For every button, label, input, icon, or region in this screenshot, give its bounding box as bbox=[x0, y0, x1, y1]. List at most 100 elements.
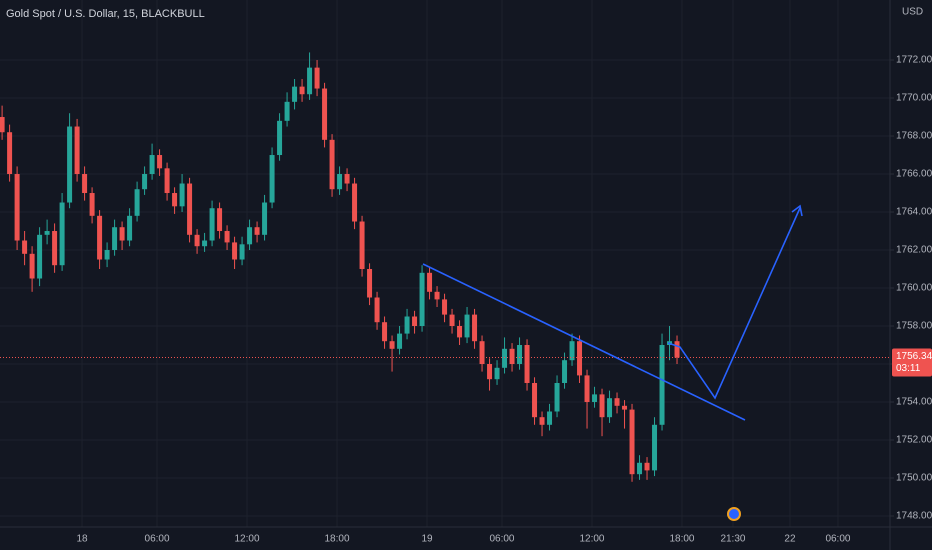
candle-body bbox=[232, 242, 238, 260]
candle-body bbox=[412, 316, 418, 327]
candle-body bbox=[224, 231, 230, 243]
candle-body bbox=[344, 174, 350, 184]
candle-body bbox=[112, 227, 118, 251]
y-tick-label: 1750.00 bbox=[896, 473, 932, 484]
x-tick-label: 12:00 bbox=[235, 534, 260, 545]
y-tick-label: 1760.00 bbox=[896, 283, 932, 294]
candle-body bbox=[179, 183, 185, 207]
candle-body bbox=[239, 244, 245, 260]
candle-body bbox=[419, 272, 425, 327]
candle-body bbox=[157, 155, 163, 169]
y-tick-label: 1770.00 bbox=[896, 93, 932, 104]
x-tick-label: 22 bbox=[784, 534, 796, 545]
candle-body bbox=[659, 345, 665, 425]
candle-body bbox=[359, 221, 365, 270]
candle-body bbox=[539, 417, 545, 425]
candle-body bbox=[442, 299, 448, 315]
candle-body bbox=[0, 117, 5, 133]
trend-line bbox=[422, 263, 746, 421]
candle-body bbox=[292, 86, 298, 102]
candle-body bbox=[449, 314, 455, 327]
candle-body bbox=[502, 348, 508, 368]
x-tick-label: 06:00 bbox=[145, 534, 170, 545]
candle-body bbox=[464, 314, 470, 338]
candle-body bbox=[202, 240, 208, 247]
candle-body bbox=[269, 155, 275, 203]
candle-body bbox=[29, 253, 35, 279]
candle-body bbox=[119, 227, 125, 241]
candles bbox=[0, 52, 890, 482]
price-tag-value: 1756.34 bbox=[896, 351, 932, 362]
candle-body bbox=[374, 297, 380, 323]
candle-body bbox=[172, 193, 178, 207]
x-tick-label: 06:00 bbox=[825, 534, 850, 545]
chart-title: Gold Spot / U.S. Dollar, 15, BLACKBULL bbox=[6, 8, 205, 20]
y-tick-label: 1768.00 bbox=[896, 131, 932, 142]
candle-body bbox=[194, 234, 200, 247]
arrow-head bbox=[791, 204, 803, 217]
candle-body bbox=[644, 462, 650, 471]
candle-body bbox=[89, 193, 95, 216]
candle-body bbox=[629, 409, 635, 475]
candle-body bbox=[67, 126, 73, 203]
x-tick-label: 21:30 bbox=[720, 534, 745, 545]
candle-body bbox=[367, 269, 373, 298]
candle-body bbox=[517, 345, 523, 364]
candle-body bbox=[652, 424, 658, 471]
x-tick-label: 06:00 bbox=[489, 534, 514, 545]
candle-body bbox=[547, 411, 553, 425]
y-tick-label: 1758.00 bbox=[896, 321, 932, 332]
candle-body bbox=[82, 174, 88, 194]
candle-body bbox=[217, 208, 223, 232]
candle-body bbox=[22, 240, 28, 254]
candle-body bbox=[532, 382, 538, 418]
candle-body bbox=[7, 132, 13, 175]
candle-body bbox=[209, 208, 215, 241]
x-tick-label: 18:00 bbox=[669, 534, 694, 545]
x-tick-label: 18 bbox=[76, 534, 88, 545]
grid bbox=[0, 0, 890, 527]
candle-body bbox=[187, 183, 193, 235]
candle-body bbox=[509, 348, 515, 364]
candle-body bbox=[97, 215, 103, 260]
candle-body bbox=[322, 88, 328, 140]
drawings bbox=[422, 204, 803, 421]
axes: 1748.001750.001752.001754.001756.001758.… bbox=[76, 55, 932, 545]
candle-body bbox=[74, 126, 80, 175]
y-tick-label: 1772.00 bbox=[896, 55, 932, 66]
candle-body bbox=[307, 67, 313, 95]
price-tag-countdown: 03:11 bbox=[896, 363, 921, 374]
price-tag bbox=[892, 348, 932, 377]
y-tick-label: 1754.00 bbox=[896, 397, 932, 408]
candle-body bbox=[262, 202, 268, 235]
candle-body bbox=[457, 326, 463, 338]
candle-body bbox=[127, 215, 133, 241]
y-tick-label: 1748.00 bbox=[896, 511, 932, 522]
candle-body bbox=[607, 398, 613, 418]
candle-body bbox=[59, 202, 65, 266]
candle-body bbox=[622, 405, 628, 410]
y-tick-label: 1762.00 bbox=[896, 245, 932, 256]
candle-body bbox=[247, 227, 253, 245]
candle-body bbox=[277, 120, 283, 156]
candle-body bbox=[299, 86, 305, 95]
candle-body bbox=[562, 360, 568, 383]
candle-body bbox=[434, 291, 440, 300]
candle-body bbox=[584, 375, 590, 402]
candle-body bbox=[524, 345, 530, 383]
candle-body bbox=[599, 394, 605, 418]
candle-body bbox=[427, 272, 433, 292]
candle-body bbox=[404, 316, 410, 334]
event-icon-inner bbox=[729, 509, 739, 519]
candle-body bbox=[149, 155, 155, 175]
x-tick-label: 19 bbox=[421, 534, 433, 545]
candle-body bbox=[614, 398, 620, 406]
candle-body bbox=[554, 382, 560, 412]
candle-body bbox=[397, 333, 403, 349]
candle-body bbox=[494, 367, 500, 380]
candle-body bbox=[352, 183, 358, 222]
candle-body bbox=[569, 341, 575, 361]
candle-body bbox=[37, 234, 43, 279]
